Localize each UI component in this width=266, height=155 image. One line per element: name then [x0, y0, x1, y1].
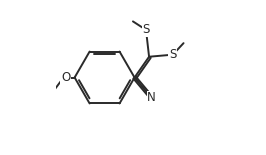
Text: S: S [142, 23, 150, 36]
Text: O: O [61, 71, 70, 84]
Text: S: S [169, 48, 176, 61]
Text: N: N [147, 91, 156, 104]
